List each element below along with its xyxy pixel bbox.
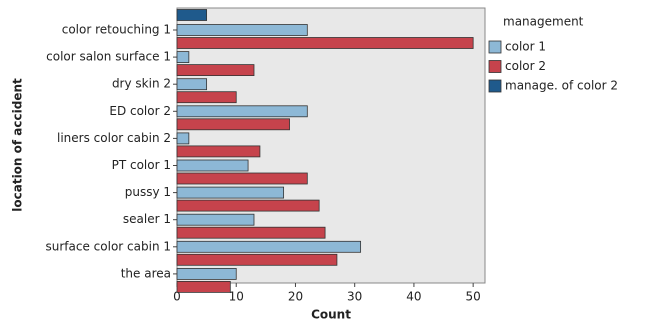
y-tick-label: PT color 1 (112, 158, 171, 172)
x-tick-label: 30 (347, 290, 362, 304)
bar (176, 145, 261, 158)
y-tick-label: the area (121, 266, 171, 280)
bar (176, 267, 237, 280)
bar (176, 253, 338, 266)
legend-swatch (488, 79, 502, 93)
legend-label: color 2 (505, 59, 546, 73)
y-tick-label: color salon surface 1 (46, 50, 171, 64)
y-tick-label: surface color cabin 1 (46, 239, 171, 253)
x-tick-label: 50 (466, 290, 481, 304)
bar (176, 159, 249, 172)
y-tick-label: liners color cabin 2 (57, 131, 171, 145)
legend-swatch (488, 40, 502, 54)
bar (176, 9, 208, 21)
bar (176, 105, 308, 118)
y-tick-label: sealer 1 (123, 212, 171, 226)
bar (176, 280, 231, 293)
y-axis-title: location of accident (11, 78, 25, 212)
bar (176, 51, 190, 63)
bar (176, 199, 320, 212)
bar (176, 213, 255, 226)
y-tick-label: pussy 1 (125, 185, 171, 199)
bar (176, 24, 308, 36)
bar (176, 186, 285, 199)
bar (176, 64, 255, 76)
bar (176, 240, 362, 253)
legend-label: color 1 (505, 40, 546, 54)
x-tick-label: 10 (229, 290, 244, 304)
x-axis-title: Count (311, 308, 351, 322)
y-tick-label: dry skin 2 (112, 77, 171, 91)
y-tick-label: color retouching 1 (62, 23, 171, 37)
bar (176, 172, 308, 185)
x-tick-label: 20 (288, 290, 303, 304)
bar (176, 91, 237, 104)
bar (176, 226, 326, 239)
x-tick-label: 0 (173, 290, 181, 304)
bar (176, 78, 208, 91)
legend-swatch (488, 60, 502, 73)
bar (176, 37, 474, 49)
bar (176, 118, 290, 131)
y-tick-label: ED color 2 (109, 104, 171, 118)
bar (176, 132, 190, 145)
legend-label: manage. of color 2 (505, 79, 618, 93)
x-tick-label: 40 (406, 290, 421, 304)
legend-title: management (503, 15, 584, 29)
